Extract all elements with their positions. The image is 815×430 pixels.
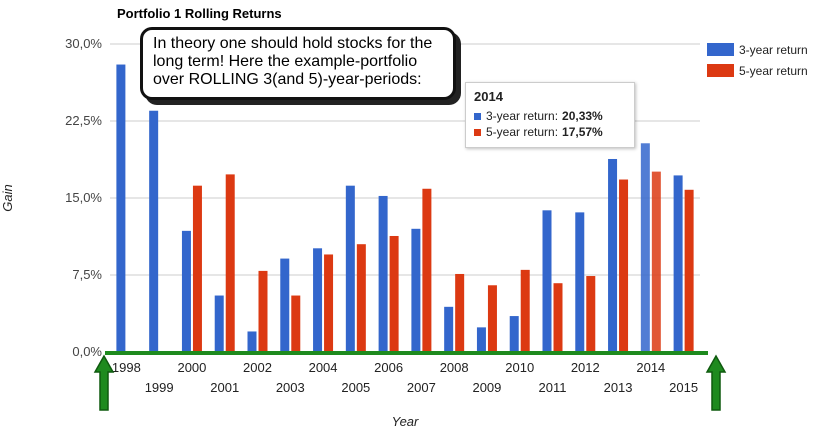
bar-3yr-1998 (116, 64, 126, 353)
bar-3yr-2005 (345, 185, 355, 352)
x-tick-label: 2001 (210, 380, 239, 395)
bar-5yr-2014 (651, 171, 661, 352)
x-tick-label: 2002 (243, 360, 272, 375)
hover-tooltip: 2014 3-year return: 20,33% 5-year return… (465, 82, 635, 148)
legend-swatch-5yr (707, 64, 734, 77)
y-tick-label: 0,0% (72, 344, 102, 359)
bar-3yr-2003 (280, 258, 290, 352)
x-tick-label: 2006 (374, 360, 403, 375)
bar-3yr-1999 (149, 110, 159, 352)
x-tick-label: 1999 (145, 380, 174, 395)
bar-3yr-2007 (411, 228, 421, 352)
bar-5yr-2012 (586, 276, 596, 352)
y-tick-label: 15,0% (65, 190, 102, 205)
bar-5yr-2010 (520, 269, 530, 352)
bar-5yr-2002 (258, 270, 268, 352)
bar-3yr-2001 (214, 295, 224, 352)
legend-label-3yr: 3-year return (739, 43, 808, 57)
tooltip-row-3yr: 3-year return: 20,33% (474, 108, 626, 124)
x-tick-label: 2004 (309, 360, 338, 375)
bar-5yr-2008 (455, 273, 465, 352)
tooltip-title: 2014 (474, 89, 503, 104)
tooltip-row-5yr: 5-year return: 17,57% (474, 124, 626, 140)
bar-5yr-2005 (356, 244, 366, 352)
left-up-arrow-icon (93, 354, 115, 411)
bar-5yr-2007 (422, 188, 432, 352)
bar-5yr-2000 (192, 185, 202, 352)
tooltip-label-3yr: 3-year return: (486, 109, 559, 123)
tooltip-label-5yr: 5-year return: (486, 125, 559, 139)
bar-5yr-2001 (225, 174, 235, 352)
y-tick-label: 22,5% (65, 113, 102, 128)
chart-title: Portfolio 1 Rolling Returns (117, 6, 282, 21)
x-tick-label: 2008 (440, 360, 469, 375)
bar-5yr-2006 (389, 235, 399, 352)
x-tick-label: 2012 (571, 360, 600, 375)
y-axis-label: Gain (0, 184, 15, 211)
tooltip-swatch-5yr (474, 128, 481, 136)
x-tick-label: 2013 (604, 380, 633, 395)
x-tick-label: 2003 (276, 380, 305, 395)
bar-5yr-2009 (487, 285, 497, 352)
y-tick-label: 30,0% (65, 36, 102, 51)
x-tick-label: 2015 (669, 380, 698, 395)
x-axis-label: Year (392, 414, 419, 429)
bar-5yr-2015 (684, 189, 694, 352)
bar-3yr-2000 (181, 230, 191, 352)
x-tick-label: 2014 (636, 360, 665, 375)
bar-5yr-2013 (619, 179, 629, 352)
bar-5yr-2004 (324, 254, 334, 352)
x-tick-label: 2000 (177, 360, 206, 375)
bar-3yr-2015 (673, 175, 683, 352)
bar-5yr-2011 (553, 283, 563, 352)
bar-3yr-2008 (444, 306, 454, 352)
x-tick-label: 2011 (539, 380, 567, 395)
bar-3yr-2009 (476, 327, 486, 352)
legend-label-5yr: 5-year return (739, 64, 808, 78)
x-tick-label: 2010 (505, 360, 534, 375)
bar-3yr-2013 (608, 158, 618, 352)
right-up-arrow-icon (705, 354, 727, 411)
bar-3yr-2004 (313, 248, 323, 352)
bar-3yr-2011 (542, 210, 552, 352)
bar-3yr-2006 (378, 195, 388, 352)
x-tick-label: 2005 (341, 380, 370, 395)
tooltip-value-5yr: 17,57% (562, 125, 603, 139)
bar-5yr-2003 (291, 295, 301, 352)
tooltip-swatch-3yr (474, 112, 481, 120)
bar-3yr-2012 (575, 212, 585, 352)
x-tick-label: 2007 (407, 380, 436, 395)
bar-3yr-2014 (640, 143, 650, 352)
annotation-callout: In theory one should hold stocks for the… (140, 27, 456, 100)
y-tick-label: 7,5% (72, 267, 102, 282)
legend-swatch-3yr (707, 43, 734, 56)
bar-3yr-2010 (509, 316, 519, 352)
x-tick-label: 1998 (112, 360, 141, 375)
callout-text: In theory one should hold stocks for the… (153, 35, 433, 88)
bar-3yr-2002 (247, 331, 257, 352)
tooltip-value-3yr: 20,33% (562, 109, 603, 123)
x-tick-label: 2009 (472, 380, 501, 395)
